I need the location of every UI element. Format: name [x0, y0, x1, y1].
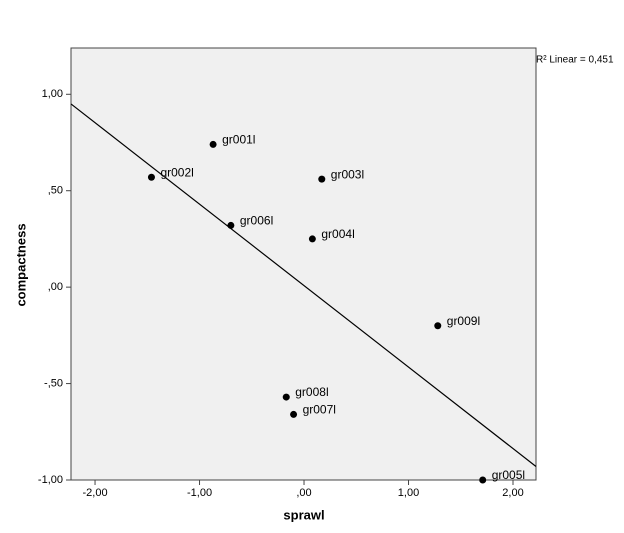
point — [227, 221, 235, 229]
point-label: gr008l — [295, 385, 328, 399]
point-label: gr009l — [447, 314, 480, 328]
point — [147, 173, 155, 181]
point — [308, 235, 316, 243]
point — [282, 393, 290, 401]
point-label: gr004l — [321, 227, 354, 241]
x-tick-label: -2,00 — [82, 487, 107, 499]
point-label: gr006l — [240, 214, 273, 228]
point — [318, 175, 326, 183]
x-axis-title: sprawl — [283, 507, 324, 522]
point-label: gr005l — [492, 468, 525, 482]
point — [479, 476, 487, 484]
x-tick-label: 1,00 — [398, 487, 419, 499]
point-label: gr003l — [331, 167, 364, 181]
r2-annotation: R² Linear = 0,451 — [536, 55, 614, 66]
y-axis-title: compactness — [13, 223, 28, 306]
point-label: gr002l — [160, 165, 193, 179]
y-tick-label: ,50 — [48, 185, 63, 197]
y-tick-label: 1,00 — [42, 88, 63, 100]
plot-area — [70, 47, 537, 481]
point-label: gr007l — [303, 403, 336, 417]
point — [209, 140, 217, 148]
x-tick-label: 2,00 — [502, 487, 523, 499]
point — [434, 322, 442, 330]
x-tick-label: ,00 — [296, 487, 311, 499]
x-tick-label: -1,00 — [187, 487, 212, 499]
point — [290, 410, 298, 418]
y-tick-label: ,00 — [48, 281, 63, 293]
y-tick-label: -,50 — [44, 377, 63, 389]
point-label: gr001l — [222, 133, 255, 147]
y-tick-label: -1,00 — [38, 474, 63, 486]
fit-line — [70, 103, 537, 467]
